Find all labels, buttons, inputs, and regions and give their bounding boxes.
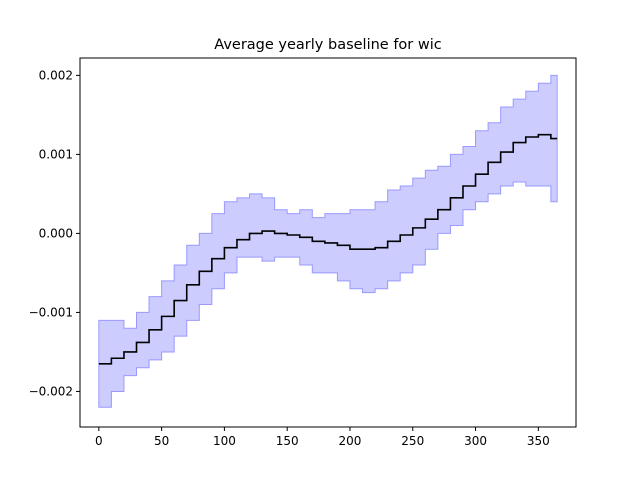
x-tick-label: 100: [213, 434, 236, 448]
x-tick-label: 350: [527, 434, 550, 448]
y-axis: −0.002 −0.001 0.000 0.001 0.002: [29, 68, 80, 398]
x-tick-label: 250: [401, 434, 424, 448]
x-tick-label: 0: [95, 434, 103, 448]
x-tick-label: 200: [339, 434, 362, 448]
y-tick-label: −0.002: [29, 384, 73, 398]
x-tick-label: 50: [154, 434, 169, 448]
axes-frame: [79, 57, 577, 428]
y-tick-label: −0.001: [29, 305, 73, 319]
y-tick-label: 0.001: [39, 147, 73, 161]
x-axis: 0 50 100 150 200 250 300 350: [95, 427, 550, 448]
chart-title: Average yearly baseline for wic: [214, 37, 441, 53]
baseline-mean-line: [98, 133, 558, 365]
y-tick-label: 0.002: [39, 68, 73, 82]
plot-area: [98, 74, 558, 408]
x-tick-label: 300: [464, 434, 487, 448]
x-tick-label: 150: [276, 434, 299, 448]
y-tick-label: 0.000: [39, 226, 73, 240]
